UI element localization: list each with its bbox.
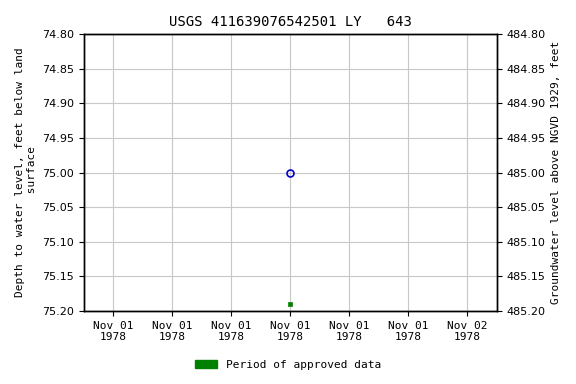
- Legend: Period of approved data: Period of approved data: [191, 356, 385, 375]
- Y-axis label: Groundwater level above NGVD 1929, feet: Groundwater level above NGVD 1929, feet: [551, 41, 561, 304]
- Title: USGS 411639076542501 LY   643: USGS 411639076542501 LY 643: [169, 15, 412, 29]
- Y-axis label: Depth to water level, feet below land
 surface: Depth to water level, feet below land su…: [15, 48, 37, 298]
